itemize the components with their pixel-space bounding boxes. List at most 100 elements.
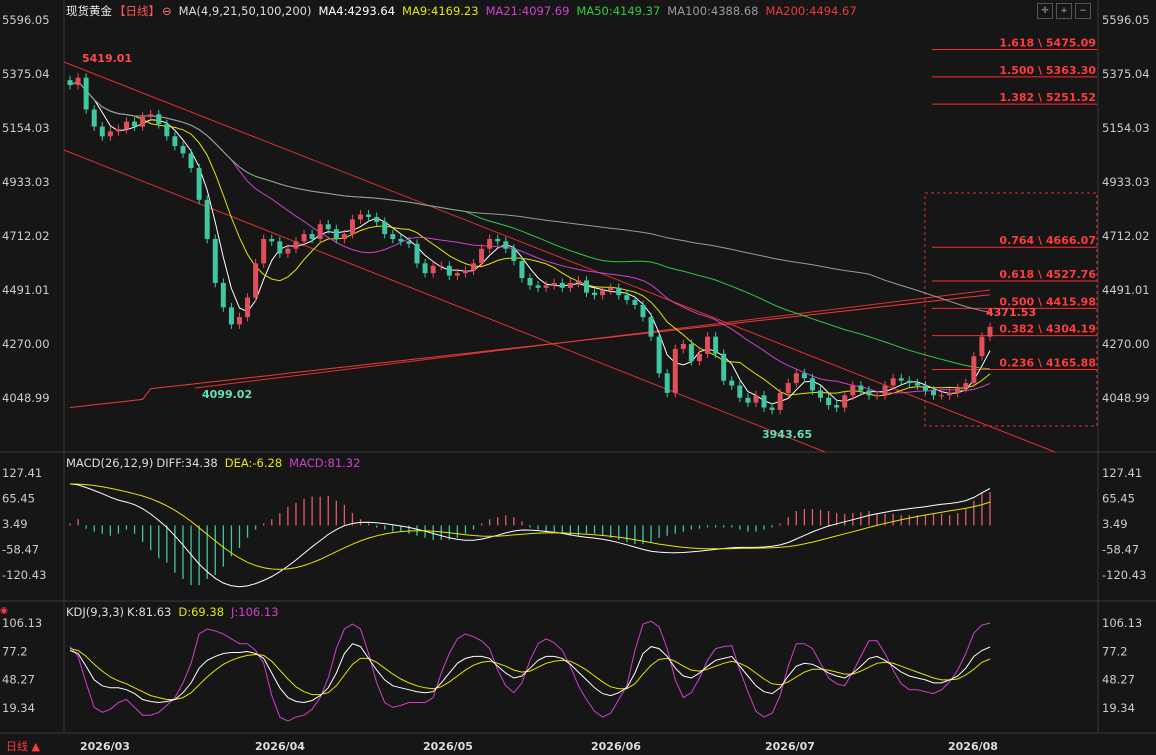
candle-body-56 bbox=[519, 260, 525, 279]
macd-title: MACD(26,12,9) bbox=[66, 456, 154, 470]
candle-body-26 bbox=[277, 241, 283, 254]
macd-right-tick-3: -58.47 bbox=[1102, 543, 1139, 557]
kdj-left-tick-2: 48.27 bbox=[2, 673, 35, 687]
fib-label-5: 0.500 \ 4415.98 bbox=[999, 295, 1096, 308]
ma-value-1: MA9:4169.23 bbox=[402, 4, 479, 18]
fib-label-7: 0.236 \ 4165.88 bbox=[999, 356, 1096, 369]
crosshair-icon[interactable]: ✛ bbox=[1037, 3, 1053, 19]
candle-body-52 bbox=[487, 238, 493, 249]
candle-body-85 bbox=[753, 395, 759, 403]
candle-body-92 bbox=[809, 378, 815, 391]
candle-body-7 bbox=[123, 121, 129, 129]
kdj-right-tick-1: 77.2 bbox=[1102, 644, 1128, 658]
grid bbox=[0, 0, 1156, 734]
candle-body-5 bbox=[107, 131, 113, 137]
candle-body-4 bbox=[99, 126, 105, 137]
price-right-tick-6: 4270.00 bbox=[1102, 337, 1150, 351]
kdj-right-tick-3: 19.34 bbox=[1102, 701, 1135, 715]
candle-body-72 bbox=[648, 317, 654, 337]
candle-body-36 bbox=[358, 214, 364, 220]
kdj-j: J:106.13 bbox=[231, 605, 279, 619]
macd-right-tick-2: 3.49 bbox=[1102, 517, 1128, 531]
macd-header: MACD(26,12,9) DIFF:34.38 DEA:-6.28 MACD:81.… bbox=[66, 456, 367, 470]
candle-body-53 bbox=[495, 238, 501, 242]
candle-body-37 bbox=[366, 214, 372, 217]
macd-left-tick-0: 127.41 bbox=[2, 466, 42, 480]
candle-body-68 bbox=[616, 287, 622, 296]
candle-body-24 bbox=[261, 238, 267, 264]
macd-left-tick-4: -120.43 bbox=[2, 568, 46, 582]
kdj-right-tick-2: 48.27 bbox=[1102, 673, 1135, 687]
candle-body-17 bbox=[204, 199, 210, 239]
candle-body-112 bbox=[971, 356, 977, 384]
candle-body-66 bbox=[600, 290, 606, 296]
price-annotation-1: 4099.02 bbox=[202, 388, 252, 401]
macd-right-tick-0: 127.41 bbox=[1102, 466, 1142, 480]
x-tick-5: 2026/08 bbox=[948, 740, 998, 753]
period-label[interactable]: 【日线】 bbox=[114, 4, 160, 18]
instrument-title: 现货黄金 bbox=[66, 4, 112, 18]
candle-body-71 bbox=[640, 304, 646, 318]
kdj-left-tick-3: 19.34 bbox=[2, 701, 35, 715]
price-right-tick-1: 5375.04 bbox=[1102, 67, 1150, 81]
price-right-tick-7: 4048.99 bbox=[1102, 391, 1150, 405]
candle-body-1 bbox=[75, 77, 81, 86]
moving-averages bbox=[69, 80, 991, 405]
kdj-k-line bbox=[69, 643, 991, 704]
kdj-d-line bbox=[69, 648, 991, 700]
candle-body-80 bbox=[713, 336, 719, 354]
fib-label-4: 0.618 \ 4527.76 bbox=[999, 268, 1096, 281]
ma-params: MA(4,9,21,50,100,200) bbox=[178, 4, 312, 18]
zoom-in-icon[interactable]: + bbox=[1056, 3, 1072, 19]
candle-body-74 bbox=[664, 373, 670, 393]
settings-icon[interactable]: ⊖ bbox=[162, 4, 172, 18]
price-right-tick-0: 5596.05 bbox=[1102, 13, 1150, 27]
candle-body-101 bbox=[882, 385, 888, 396]
candle-body-82 bbox=[729, 380, 735, 386]
record-icon[interactable]: ◉ bbox=[0, 606, 8, 616]
candle-body-40 bbox=[390, 234, 396, 239]
ma-value-0: MA4:4293.64 bbox=[318, 4, 396, 18]
macd-dea: DEA:-6.28 bbox=[224, 456, 283, 470]
candle-body-81 bbox=[721, 353, 727, 381]
x-tick-1: 2026/04 bbox=[255, 740, 305, 753]
candle-body-111 bbox=[963, 383, 969, 388]
candle-body-18 bbox=[212, 238, 218, 283]
zoom-out-icon[interactable]: − bbox=[1075, 3, 1091, 19]
candle-body-108 bbox=[939, 395, 945, 397]
candle-body-55 bbox=[511, 248, 517, 261]
candle-body-8 bbox=[132, 121, 138, 127]
candle-body-50 bbox=[471, 263, 477, 271]
fib-label-2: 1.382 \ 5251.52 bbox=[999, 91, 1096, 104]
downtrend-lower bbox=[63, 149, 826, 453]
candle-body-106 bbox=[922, 385, 928, 391]
macd-diff: DIFF:34.38 bbox=[156, 456, 218, 470]
candle-body-33 bbox=[333, 229, 339, 239]
price-left-tick-4: 4712.02 bbox=[2, 229, 50, 243]
period-button[interactable]: 日线 ▲ bbox=[6, 740, 40, 753]
candlesticks[interactable] bbox=[67, 73, 993, 415]
candle-body-19 bbox=[220, 282, 226, 308]
price-header: 现货黄金 【日线】 ⊖ MA(4,9,21,50,100,200) MA4:4293.6… bbox=[66, 3, 871, 19]
trendlines bbox=[63, 61, 1056, 453]
candle-body-107 bbox=[931, 390, 937, 396]
macd-right-tick-4: -120.43 bbox=[1102, 568, 1146, 582]
candle-body-32 bbox=[325, 224, 331, 230]
candle-body-57 bbox=[527, 278, 533, 286]
candle-body-75 bbox=[672, 348, 678, 393]
candle-body-103 bbox=[898, 378, 904, 381]
candle-body-6 bbox=[115, 128, 121, 132]
x-tick-0: 2026/03 bbox=[80, 740, 130, 753]
kdj-panel bbox=[69, 620, 991, 722]
candle-body-77 bbox=[688, 343, 694, 362]
candle-body-14 bbox=[180, 146, 186, 154]
candle-body-29 bbox=[301, 234, 307, 242]
fib-label-0: 1.618 \ 5475.09 bbox=[999, 37, 1096, 50]
price-left-tick-1: 5375.04 bbox=[2, 67, 50, 81]
candle-body-109 bbox=[947, 392, 953, 396]
candle-body-9 bbox=[140, 116, 146, 127]
kdj-d: D:69.38 bbox=[178, 605, 225, 619]
candle-body-41 bbox=[398, 238, 404, 242]
fib-range-box bbox=[924, 192, 1098, 427]
